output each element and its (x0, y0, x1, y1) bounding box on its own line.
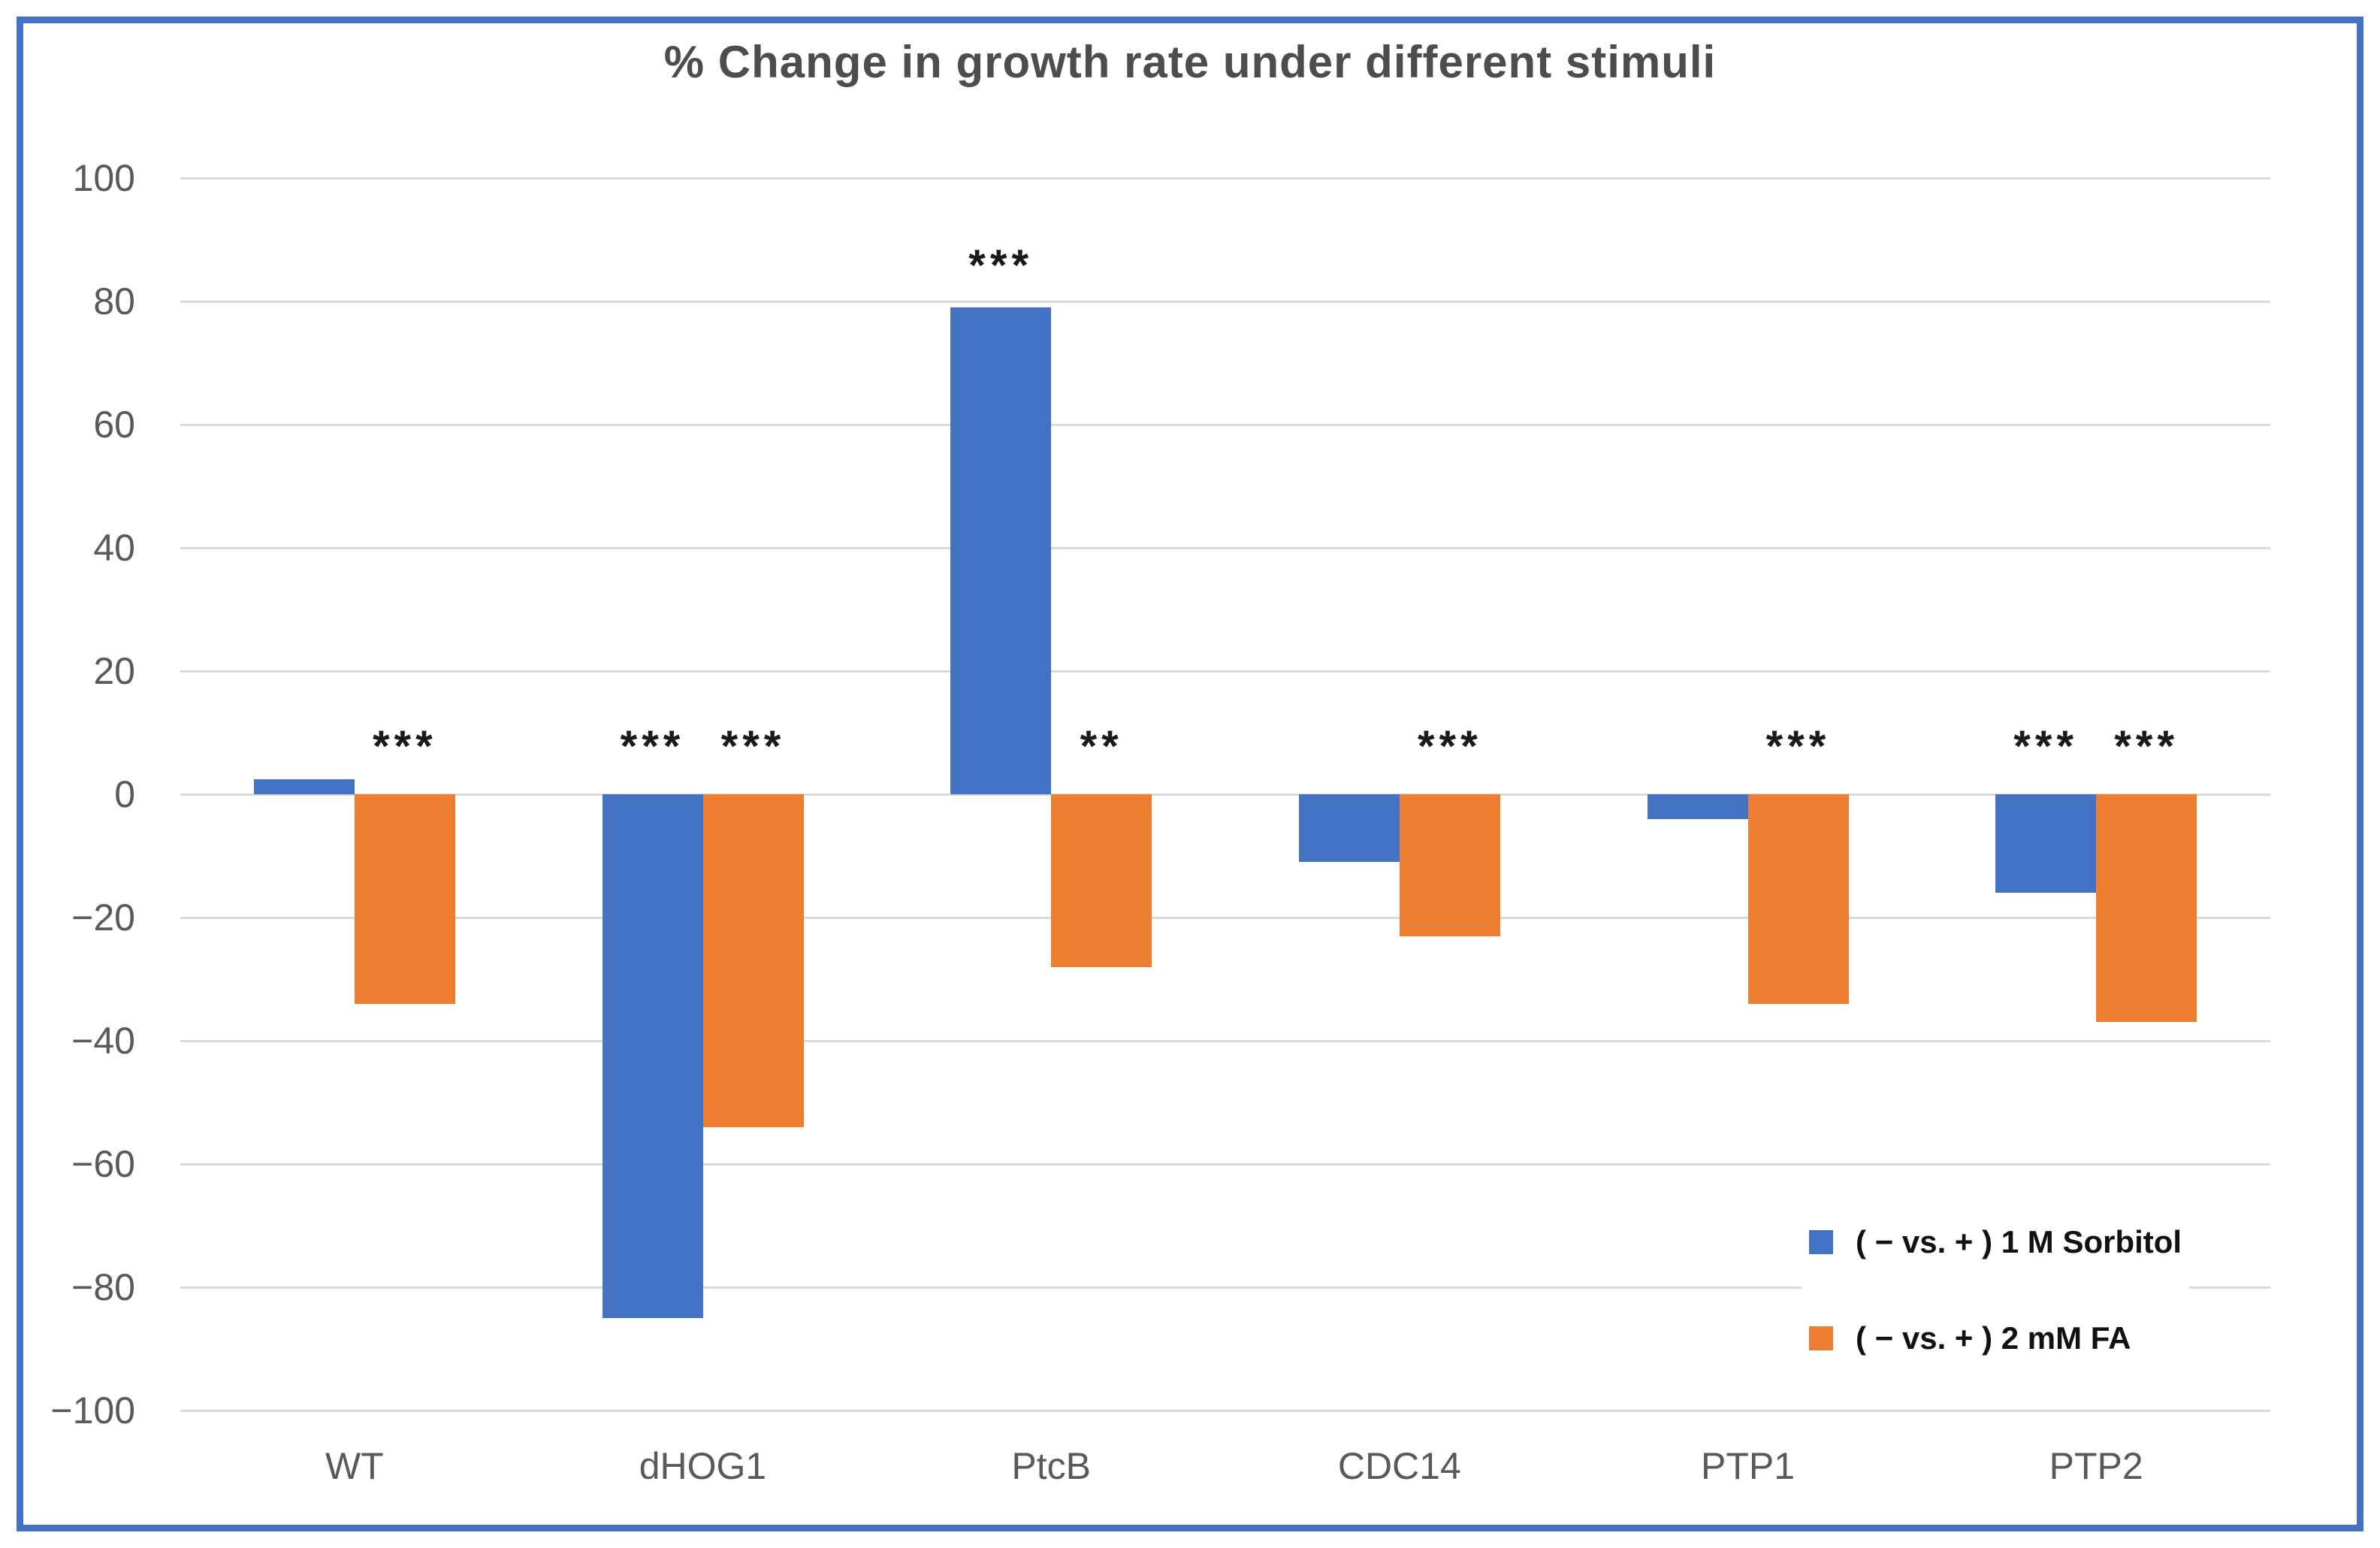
y-axis-tick-label: −20 (71, 896, 135, 939)
gridline (180, 300, 2270, 303)
gridline (180, 1409, 2270, 1412)
significance-annotation: *** (620, 722, 685, 771)
legend-swatch-icon (1809, 1230, 1833, 1254)
gridline (180, 546, 2270, 549)
legend-swatch-icon (1809, 1326, 1833, 1350)
bar-WT-series2 (354, 794, 455, 1004)
y-axis-tick-label: −80 (71, 1266, 135, 1308)
bar-PTP2-series2 (2096, 794, 2197, 1023)
x-axis-category-label: dHOG1 (639, 1445, 767, 1487)
y-axis-tick-label: 20 (93, 650, 135, 692)
x-axis-category-label: WT (325, 1445, 384, 1487)
bar-WT-series1 (253, 779, 355, 794)
bar-PTP1-series1 (1647, 794, 1748, 819)
significance-annotation: ** (1080, 722, 1123, 771)
gridline (180, 423, 2270, 426)
significance-annotation: *** (1417, 722, 1482, 771)
gridline (180, 1163, 2270, 1166)
significance-annotation: *** (720, 722, 786, 771)
y-axis-tick-label: 100 (72, 157, 135, 199)
significance-annotation: *** (968, 241, 1034, 291)
legend-item: ( − vs. + ) 2 mM FA (1809, 1312, 2182, 1365)
bar-CDC14-series1 (1298, 794, 1400, 863)
chart-title: % Change in growth rate under different … (663, 37, 1717, 87)
x-axis-category-label: PtcB (1011, 1445, 1091, 1487)
bar-dHOG1-series2 (702, 794, 804, 1127)
legend: ( − vs. + ) 1 M Sorbitol ( − vs. + ) 2 mM… (1802, 1211, 2190, 1369)
significance-annotation: *** (2114, 722, 2179, 771)
bar-PTP1-series2 (1747, 794, 1849, 1004)
bar-dHOG1-series1 (602, 794, 703, 1318)
gridline (180, 177, 2270, 180)
x-axis-category-label: PTP1 (1700, 1445, 1796, 1487)
x-axis-category-label: CDC14 (1337, 1445, 1461, 1487)
y-axis-tick-label: −100 (50, 1389, 135, 1432)
gridline (180, 916, 2270, 919)
legend-item: ( − vs. + ) 1 M Sorbitol (1809, 1216, 2182, 1268)
bar-PtcB-series1 (950, 307, 1052, 794)
significance-annotation: *** (1765, 722, 1831, 771)
legend-label: ( − vs. + ) 2 mM FA (1856, 1320, 2131, 1356)
significance-annotation: *** (372, 722, 437, 771)
y-axis-tick-label: −60 (71, 1143, 135, 1185)
x-axis-category-label: PTP2 (2049, 1445, 2143, 1487)
bar-PtcB-series2 (1051, 794, 1152, 967)
bar-PTP2-series1 (1995, 794, 2097, 893)
y-axis-tick-label: 40 (93, 527, 135, 569)
gridline (180, 1286, 2270, 1289)
gridline (180, 793, 2270, 796)
gridline (180, 670, 2270, 673)
y-axis-tick-label: −40 (71, 1020, 135, 1062)
y-axis-tick-label: 60 (93, 404, 135, 446)
legend-label: ( − vs. + ) 1 M Sorbitol (1856, 1224, 2182, 1259)
bar-CDC14-series2 (1399, 794, 1500, 936)
significance-annotation: *** (2013, 722, 2079, 771)
gridline (180, 1039, 2270, 1042)
y-axis-tick-label: 80 (93, 280, 135, 322)
y-axis-tick-label: 0 (114, 773, 135, 815)
